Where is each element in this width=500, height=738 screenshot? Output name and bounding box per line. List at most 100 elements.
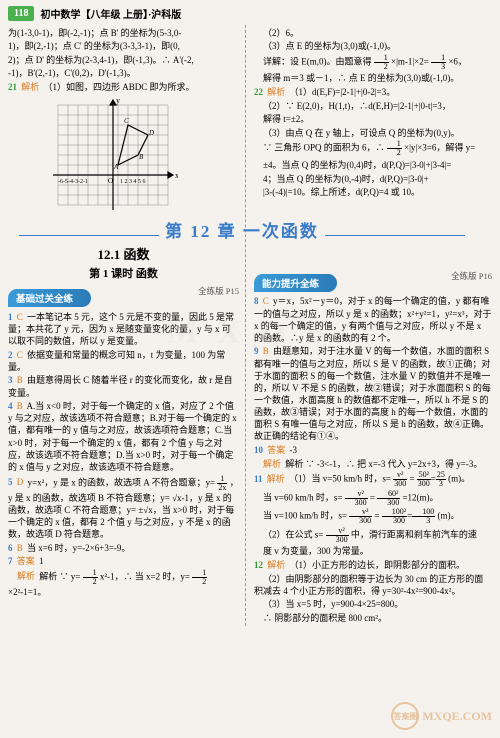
q11-l3b: = (374, 511, 379, 521)
q2-ans: C (17, 350, 23, 360)
q9-ans: B (263, 346, 269, 356)
q3-num: 3 (8, 375, 13, 385)
r-line: （3）点 E 的坐标为(3,0)或(-1,0)。 (254, 40, 492, 52)
watermark-text: MXQE.COM (422, 709, 492, 724)
r22-5b: ×|y|×3=6，解得 y= (404, 143, 475, 153)
r-detail-c: ×6， (448, 56, 467, 66)
q11-l4: （2）在公式 s= v²300 中，滑行距离和刹车前汽车的速 (254, 527, 492, 544)
svg-text:1 2 3 4 5 6: 1 2 3 4 5 6 (120, 179, 146, 185)
q1-num: 1 (8, 312, 13, 322)
content-columns: 为(1-3,0-1)，即(-2,-1)；点 B' 的坐标为(5-3,0- 1)，… (0, 25, 500, 626)
q6-ans: B (17, 543, 23, 553)
svg-text:C: C (124, 117, 129, 125)
q9-num: 9 (254, 346, 259, 356)
q10-expl: 解析 解析 ∵ -3<-1，∴ 把 x=-3 代入 y=2x+3，得 y=-3。 (254, 458, 492, 470)
r22-2: （2）∵ E(2,0)，H(1,t)，∴d(E,H)=|2-1|+|0-t|=3… (254, 100, 492, 112)
r22-4: （3）由点 Q 在 y 轴上，可设点 Q 的坐标为(0,y)。 (254, 127, 492, 139)
q8-num: 8 (254, 296, 259, 306)
q4-num: 4 (8, 401, 13, 411)
basic-badge: 基础过关全练 (8, 289, 91, 307)
q2-num: 2 (8, 350, 13, 360)
ref-note-2: 全练版 P16 (451, 270, 492, 282)
q3-text: 由题意得周长 C 随着半径 r 的变化而变化，故 r 是自变量。 (8, 375, 233, 397)
q1-ans: C (17, 312, 23, 322)
q12: 12 解析 （1）小正方形的边长，即阴影部分的面积。 (254, 559, 492, 571)
q9: 9 B 由题意知，对于注水量 V 的每一个数值，水面的面积 S 都有唯一的值与之… (254, 345, 492, 442)
intro-line: 1)，即(2,-1)；点 C' 的坐标为(3-3,3-1)，即(0, (8, 40, 239, 52)
badge-row-2: 能力提升全练 全练版 P16 (254, 270, 492, 294)
q7-expl-a: 解析 ∵ y= (39, 571, 80, 581)
q11-l4b: 中，滑行距离和刹车前汽车的速 (351, 529, 477, 539)
q6-text: 当 x=6 时，y=-2×6+3=-9。 (27, 543, 130, 553)
q12-l1: （1）小正方形的边长，即阴影部分的面积。 (290, 560, 466, 570)
watermark: 答案圈 MXQE.COM (391, 702, 492, 730)
q6-num: 6 (8, 543, 13, 553)
q11-l2c: =12(m)。 (402, 492, 438, 502)
q10-num: 10 (254, 445, 263, 455)
q11-l2: 当 v=60 km/h 时，s= v²300 = 60²300 =12(m)。 (254, 490, 492, 507)
q12-num: 12 (254, 560, 263, 570)
q8-ans: C (263, 296, 269, 306)
watermark-circle-icon: 答案圈 (391, 702, 419, 730)
r-solve: 解得 m＝3 或－1，∴ 点 E 的坐标为(3,0)或(-1,0)。 (254, 72, 492, 84)
q3: 3 B 由题意得周长 C 随着半径 r 的变化而变化，故 r 是自变量。 (8, 374, 239, 398)
r-line: （2）6。 (254, 27, 492, 39)
q1: 1 C 一本笔记本 5 元，这个 5 元是不变的量，因此 5 是常量；本共花了 … (8, 311, 239, 347)
header-title: 初中数学【八年级 上册】·沪科版 (40, 6, 181, 21)
q3-ans: B (17, 375, 23, 385)
svg-text:B: B (139, 153, 144, 161)
q21-label: 解析 (21, 82, 39, 92)
q9-text: 由题意知，对于注水量 V 的每一个数值，水面的面积 S 都有唯一的值与之对应，所… (254, 346, 491, 441)
lesson-title: 第 1 课时 函数 (8, 265, 239, 281)
svg-text:A: A (113, 163, 119, 171)
page-header: 118 初中数学【八年级 上册】·沪科版 (0, 0, 500, 25)
q11-l3c: (m)。 (437, 511, 459, 521)
q22-num: 22 (254, 87, 263, 97)
r-detail-b: ×|m-1|×2= (391, 56, 429, 66)
q11-l1a: （1）当 v=50 km/h 时，s= (289, 474, 391, 484)
r22-3: 解得 t=±2。 (254, 113, 492, 125)
q7: 7 答案 1 (8, 555, 239, 567)
q2-text: 依据变量和常量的概念可知 n，t 为变量，100 为常量。 (8, 350, 225, 372)
r-detail-a: 详解：设 E(m,0)。由题意得 (263, 56, 372, 66)
q12-l3: （3）当 x=5 时，y=900-4×25=800。 (254, 598, 492, 610)
q2: 2 C 依据变量和常量的概念可知 n，t 为变量，100 为常量。 (8, 349, 239, 373)
q7-val: 1 (39, 556, 44, 566)
badge-row: 基础过关全练 全练版 P15 (8, 285, 239, 309)
q7-expl: 解析 解析 ∵ y= 12 x²-1，∴ 当 x=2 时，y= 12 ×2²-1… (8, 569, 239, 598)
q12-l2: （2）由阴影部分的面积等于边长为 30 cm 的正方形的面积减去 4 个小正方形… (254, 573, 492, 597)
q10: 10 答案 -3 (254, 444, 492, 456)
q7-expl-b: x²-1，∴ 当 x=2 时，y= (100, 571, 190, 581)
q8: 8 C y＝x，5x²－y＝0，对于 x 的每一个确定的值，y 都有唯一的值与之… (254, 295, 492, 344)
left-column: 为(1-3,0-1)，即(-2,-1)；点 B' 的坐标为(5-3,0- 1)，… (8, 25, 246, 626)
q7-num: 7 (8, 556, 13, 566)
q12-label: 解析 (267, 560, 285, 570)
q10-label: 答案 (267, 445, 285, 455)
q5-ans: D (17, 477, 24, 487)
q7-label: 答案 (17, 556, 35, 566)
q5: 5 D y=x²，y 是 x 的函数，故选项 A 不符合题意；y= 12x ，y… (8, 475, 239, 541)
q21-num: 21 (8, 82, 17, 92)
r22-7: 4；当点 Q 的坐标为(0,-4)时，d(P,Q)=|3-0|+ (254, 173, 492, 185)
q4-text: A.当 x<0 时，对于每一个确定的 x 值，对应了 2 个值 y 与之对应，故… (8, 401, 237, 472)
q7-expl-label: 解析 (17, 571, 35, 581)
coordinate-graph: x y O A B D C -6-5-4-3-2-1 1 2 3 4 5 6 (48, 95, 178, 215)
q10-val: -3 (290, 445, 298, 455)
q4-ans: B (17, 401, 23, 411)
q6: 6 B 当 x=6 时，y=-2×6+3=-9。 (8, 542, 239, 554)
svg-text:-6-5-4-3-2-1: -6-5-4-3-2-1 (58, 179, 88, 185)
q11-num: 11 (254, 474, 263, 484)
ability-badge: 能力提升全练 (254, 274, 337, 292)
q5-text: y=x²，y 是 x 的函数，故选项 A 不符合题意；y= (28, 477, 216, 487)
right-column: （2）6。 （3）点 E 的坐标为(3,0)或(-1,0)。 详解：设 E(m,… (254, 25, 492, 626)
svg-text:x: x (175, 171, 178, 180)
q11-l2b: = (370, 492, 375, 502)
q11-l5: 度 v 为变量，300 为常量。 (254, 545, 492, 557)
q10-expl-label: 解析 (263, 459, 281, 469)
q4: 4 B A.当 x<0 时，对于每一个确定的 x 值，对应了 2 个值 y 与之… (8, 400, 239, 473)
svg-text:D: D (148, 129, 154, 137)
r22-6: ±4。当点 Q 的坐标为(0,4)时，d(P,Q)=|3-0|+|3-4|= (254, 159, 492, 171)
page-number: 118 (8, 6, 34, 21)
q22-label: 解析 (267, 87, 285, 97)
q11-l1c: (m)。 (448, 474, 470, 484)
